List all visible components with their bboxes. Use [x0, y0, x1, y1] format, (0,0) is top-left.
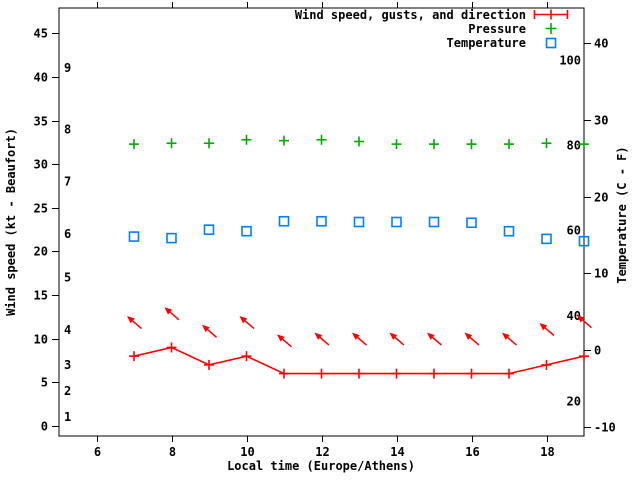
wind-direction-arrow-head [539, 323, 548, 331]
fahrenheit-scale-label: 20 [567, 394, 581, 408]
x-tick-label: 14 [390, 445, 404, 459]
x-tick-label: 8 [169, 445, 176, 459]
y-left-tick-label: 25 [34, 202, 48, 216]
y-right-tick-label: 0 [594, 344, 601, 358]
wind-direction-arrow-shaft [244, 320, 255, 330]
wind-direction-arrow-head [577, 315, 585, 323]
y-right-tick-label: -10 [594, 421, 616, 435]
wind-direction-arrow-shaft [282, 338, 292, 348]
wind-direction-arrow-head [389, 332, 398, 340]
pressure-plus-sample-icon [545, 23, 557, 34]
fahrenheit-scale-label: 60 [567, 224, 581, 238]
fahrenheit-scale-label: 80 [567, 139, 581, 153]
wind-direction-arrow-shaft [132, 320, 142, 330]
beaufort-scale-label: 6 [64, 227, 71, 241]
wind-direction-arrow-shaft [432, 336, 442, 346]
legend-label-pressure: Pressure [468, 21, 526, 36]
wind-direction-arrow-shaft [582, 319, 592, 329]
y-left-tick-label: 45 [34, 27, 48, 41]
temperature-marker [353, 216, 365, 228]
x-axis-title: Local time (Europe/Athens) [227, 459, 415, 473]
wind-direction-arrow-head [502, 332, 510, 340]
beaufort-scale-label: 2 [64, 384, 71, 398]
wind-direction-arrow-head [314, 332, 323, 340]
y-right-tick-label: 20 [594, 191, 608, 205]
y-left-tick-label: 20 [34, 245, 48, 259]
temperature-marker [241, 225, 252, 237]
wind-direction-arrow-shaft [544, 327, 555, 337]
y-left-tick-label: 5 [41, 376, 48, 390]
y-left-tick-label: 40 [34, 71, 48, 85]
y-left-tick-label: 10 [34, 333, 48, 347]
temperature-marker [578, 235, 590, 247]
legend-row-temperature: Temperature [295, 35, 569, 50]
legend-label-wind: Wind speed, gusts, and direction [294, 7, 526, 22]
temperature-marker [503, 225, 515, 237]
y-right-tick-label: 30 [594, 114, 608, 128]
temperature-marker [128, 231, 140, 242]
left-axis-title: Wind speed (kt - Beaufort) [4, 128, 18, 316]
beaufort-scale-label: 1 [64, 410, 71, 424]
wind-direction-arrow-shaft [207, 329, 217, 338]
legend-row-wind: Wind speed, gusts, and direction [294, 7, 569, 22]
x-tick-label: 10 [240, 445, 254, 459]
wind-direction-arrow-shaft [507, 336, 517, 346]
beaufort-scale-label: 4 [64, 323, 71, 337]
y-left-tick-label: 30 [34, 158, 48, 172]
temperature-marker [541, 233, 552, 245]
temperature-marker [203, 224, 215, 235]
wind-direction-arrow-shaft [394, 336, 405, 346]
beaufort-scale-label: 3 [64, 358, 71, 372]
fahrenheit-scale-label: 100 [559, 53, 581, 67]
y-left-tick-label: 35 [34, 115, 48, 129]
wind-direction-arrow-head [352, 332, 360, 340]
beaufort-scale-label: 5 [64, 271, 71, 285]
y-left-tick-label: 15 [34, 289, 48, 303]
wind-direction-arrow-head [427, 332, 435, 340]
y-left-tick-label: 0 [41, 420, 48, 434]
temperature-marker [316, 215, 327, 227]
legend-label-temperature: Temperature [446, 35, 526, 50]
beaufort-scale-label: 8 [64, 122, 71, 136]
wind-direction-arrow-shaft [469, 336, 480, 346]
legend-row-pressure: Pressure [295, 21, 569, 36]
temperature-marker [466, 217, 477, 229]
wind-direction-arrow-head [164, 307, 173, 315]
wind-direction-arrow-head [464, 332, 473, 340]
x-tick-label: 12 [315, 445, 329, 459]
temperature-marker [428, 216, 440, 228]
fahrenheit-scale-label: 40 [567, 309, 581, 323]
x-tick-label: 18 [540, 445, 554, 459]
temperature-marker [391, 216, 402, 228]
temperature-marker [166, 232, 177, 244]
y-right-tick-label: 10 [594, 267, 608, 281]
legend: Wind speed, gusts, and direction Pressur… [294, 7, 569, 50]
wind-direction-arrow-head [202, 324, 210, 333]
beaufort-scale-label: 9 [64, 61, 71, 75]
wind-direction-arrow-shaft [169, 311, 180, 321]
plot-border [58, 7, 585, 437]
wind-direction-arrow-shaft [357, 336, 367, 346]
y-right-tick-label: 40 [594, 37, 608, 51]
wind-errorbar-sample-icon [533, 9, 569, 20]
temperature-square-sample-icon [545, 37, 557, 49]
wind-direction-arrow-shaft [319, 336, 330, 346]
right-axis-title: Temperature (C - F) [615, 146, 629, 284]
wind-direction-arrow-head [277, 334, 285, 342]
x-tick-label: 16 [465, 445, 479, 459]
wind-direction-arrow-head [239, 316, 248, 324]
wind-direction-arrow-head [127, 316, 135, 324]
beaufort-scale-label: 7 [64, 175, 71, 189]
temperature-marker [278, 215, 290, 227]
x-tick-label: 6 [94, 445, 101, 459]
